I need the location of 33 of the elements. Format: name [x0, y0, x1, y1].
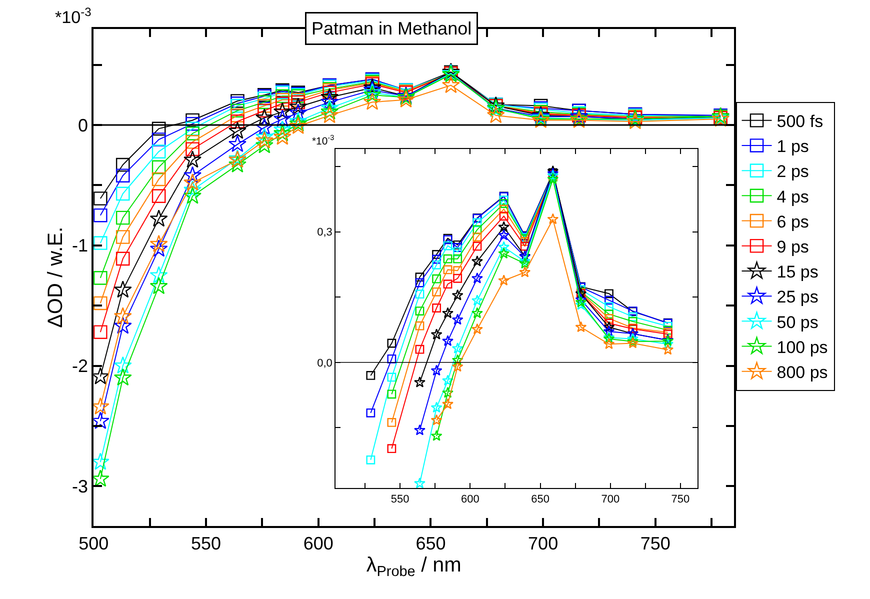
y-tick-label: 0,3 [317, 226, 332, 239]
x-tick-label: 500 [78, 534, 109, 554]
x-tick-label: 650 [531, 493, 550, 506]
x-axis-title: λ$_{Probe}$ / nm [366, 554, 462, 580]
x-tick-label: 750 [640, 534, 670, 554]
x-tick-label: 550 [390, 493, 410, 506]
legend-label: 1 ps [776, 137, 809, 156]
legend-label: 4 ps [776, 187, 809, 206]
x-tick-label: 700 [601, 493, 620, 506]
legend-label: 15 ps [776, 262, 818, 282]
x-tick-label: 550 [190, 534, 222, 554]
legend-label: 100 ps [776, 338, 828, 357]
y-tick-label: -3 [72, 476, 88, 496]
chart-title: Patman in Methanol [312, 18, 472, 38]
x-tick-label: 600 [303, 534, 334, 554]
y-tick-label: 0 [78, 115, 88, 136]
legend-label: 2 ps [776, 162, 809, 182]
legend-label: 50 ps [776, 312, 818, 332]
legend-label: 800 ps [776, 363, 828, 382]
legend-label: 25 ps [776, 288, 818, 307]
x-tick-label: 750 [671, 493, 690, 506]
y-axis-title: ΔOD / w.E. [44, 226, 67, 328]
annotation: *10$^{-3}$ [312, 133, 334, 148]
y-tick-label: -2 [72, 356, 88, 376]
y-tick-label: -1 [72, 236, 88, 256]
x-tick-label: 650 [416, 534, 446, 554]
legend-label: 9 ps [776, 238, 809, 257]
y-tick-label: 0,0 [317, 357, 332, 370]
legend-label: 6 ps [776, 212, 809, 232]
x-tick-label: 700 [528, 534, 558, 554]
x-tick-label: 600 [461, 493, 480, 506]
legend-label: 500 fs [776, 112, 824, 132]
text: *10$^{-3}$ [55, 5, 92, 28]
